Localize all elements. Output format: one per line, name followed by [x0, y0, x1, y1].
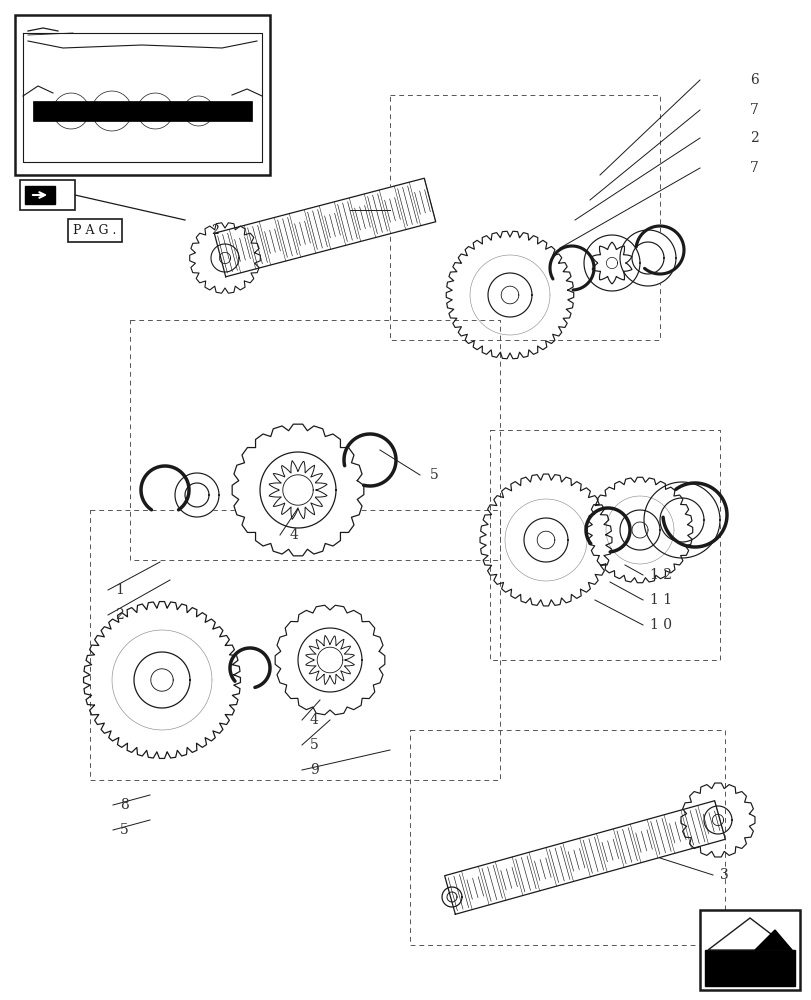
Bar [704, 950, 794, 986]
Bar [699, 910, 799, 990]
Text: 1 2: 1 2 [649, 568, 672, 582]
Text: 2: 2 [749, 131, 757, 145]
Polygon shape [620, 230, 676, 286]
Text: 5: 5 [430, 468, 438, 482]
Polygon shape [707, 918, 791, 950]
Bar [20, 180, 75, 210]
Text: 7: 7 [749, 161, 758, 175]
Text: 4: 4 [310, 713, 319, 727]
Polygon shape [444, 801, 724, 914]
Text: 1: 1 [115, 583, 124, 597]
Text: P A G .: P A G . [73, 224, 117, 236]
Text: 1 1: 1 1 [649, 593, 672, 607]
Polygon shape [175, 473, 219, 517]
Text: 9: 9 [310, 763, 319, 777]
Bar [25, 186, 55, 204]
Polygon shape [643, 482, 719, 558]
Text: 5: 5 [310, 738, 319, 752]
Text: 4: 4 [290, 528, 298, 542]
Text: 8: 8 [120, 798, 129, 812]
Text: 3: 3 [719, 868, 727, 882]
Text: 1 0: 1 0 [649, 618, 672, 632]
Text: 6: 6 [749, 73, 757, 87]
Polygon shape [232, 424, 363, 556]
Polygon shape [214, 178, 436, 277]
Text: 2: 2 [211, 224, 219, 236]
Text: 2: 2 [115, 608, 123, 622]
Text: 5: 5 [120, 823, 129, 837]
Polygon shape [275, 605, 384, 715]
Text: 7: 7 [749, 103, 758, 117]
Polygon shape [754, 930, 791, 950]
Bar [33, 101, 251, 121]
Bar [15, 15, 270, 175]
